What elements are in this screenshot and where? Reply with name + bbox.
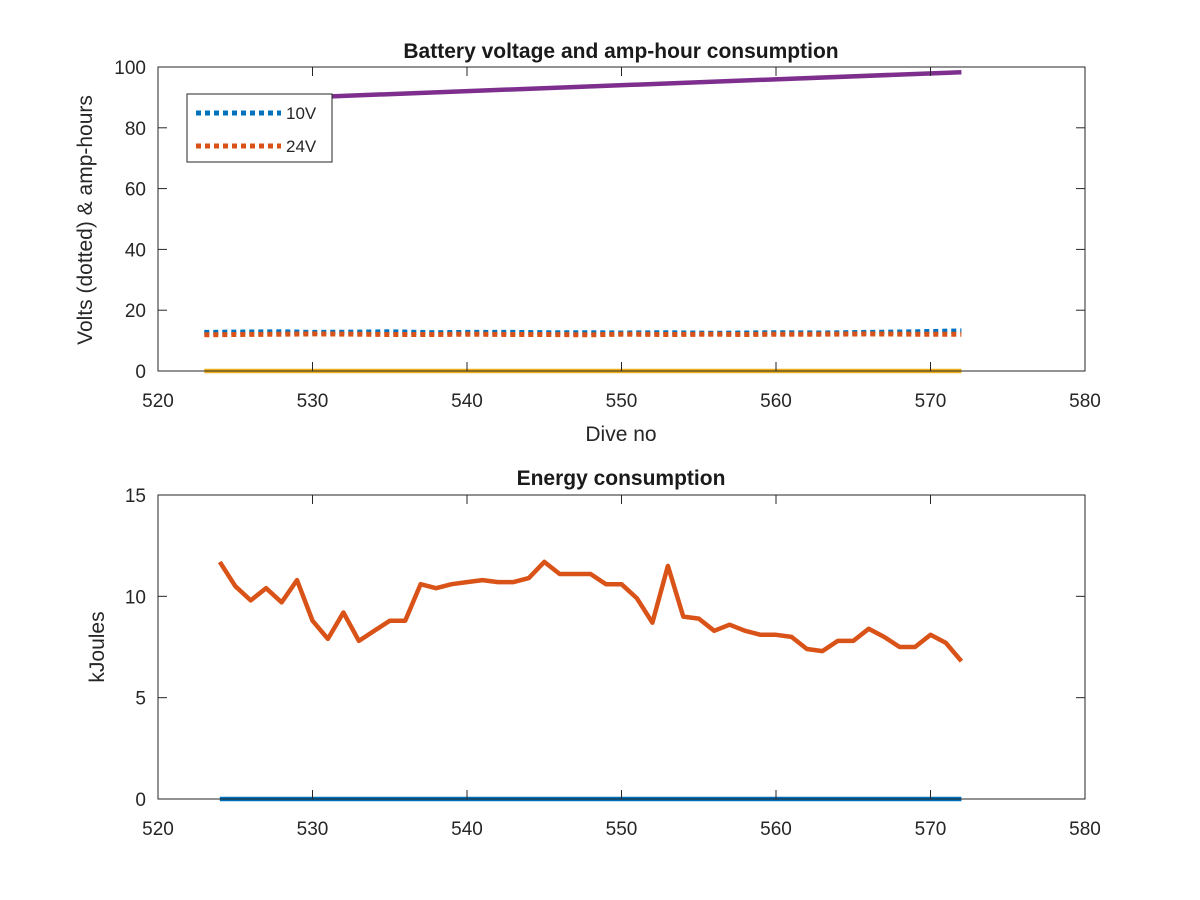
energy-x-tick-label: 540 (451, 819, 483, 840)
legend-label-10v: 10V (286, 104, 317, 123)
energy-y-tick-label: 15 (125, 486, 146, 507)
legend-label-24v: 24V (286, 137, 317, 156)
battery-series-line-1 (204, 331, 962, 338)
battery-chart-x-axis-label: Dive no (585, 423, 656, 446)
battery-x-tick-label: 560 (760, 391, 792, 412)
energy-x-tick-label: 570 (915, 819, 947, 840)
energy-series-line-0 (217, 559, 964, 663)
energy-x-tick-label: 520 (142, 819, 174, 840)
battery-voltage-chart: Battery voltage and amp-hour consumption… (74, 40, 1101, 446)
battery-y-tick-label: 80 (125, 119, 146, 140)
battery-series-line-2 (327, 69, 962, 99)
battery-y-tick-label: 60 (125, 180, 146, 201)
energy-chart-title: Energy consumption (517, 467, 726, 490)
legend-box (186, 93, 333, 163)
energy-x-tick-label: 550 (606, 819, 638, 840)
energy-y-tick-label: 0 (135, 790, 146, 811)
energy-y-tick-label: 5 (135, 689, 146, 710)
battery-y-tick-label: 20 (125, 301, 146, 322)
battery-x-tick-label: 530 (297, 391, 329, 412)
battery-x-tick-label: 550 (606, 391, 638, 412)
battery-chart-legend: 10V 24V (186, 93, 333, 163)
energy-y-tick-label: 10 (125, 587, 146, 608)
battery-chart-y-axis-label: Volts (dotted) & amp-hours (74, 95, 97, 345)
energy-consumption-chart: Energy consumption kJoules 520 530 540 550 5… (86, 467, 1101, 840)
energy-x-tick-label: 530 (297, 819, 329, 840)
battery-y-tick-label: 100 (114, 58, 146, 79)
battery-y-tick-label: 40 (125, 240, 146, 261)
energy-x-tick-label: 560 (760, 819, 792, 840)
energy-x-tick-label: 580 (1069, 819, 1101, 840)
battery-x-tick-label: 520 (142, 391, 174, 412)
energy-chart-plot-area: 520 530 540 550 560 570 580 0 5 10 15 (125, 486, 1101, 840)
battery-chart-plot-area: 520 530 540 550 560 570 580 0 20 40 60 80 100 (114, 58, 1101, 412)
battery-x-tick-label: 570 (915, 391, 947, 412)
energy-chart-y-axis-label: kJoules (86, 611, 109, 682)
battery-x-tick-label: 580 (1069, 391, 1101, 412)
battery-y-tick-label: 0 (135, 362, 146, 383)
battery-x-tick-label: 540 (451, 391, 483, 412)
battery-chart-title: Battery voltage and amp-hour consumption (403, 40, 838, 63)
